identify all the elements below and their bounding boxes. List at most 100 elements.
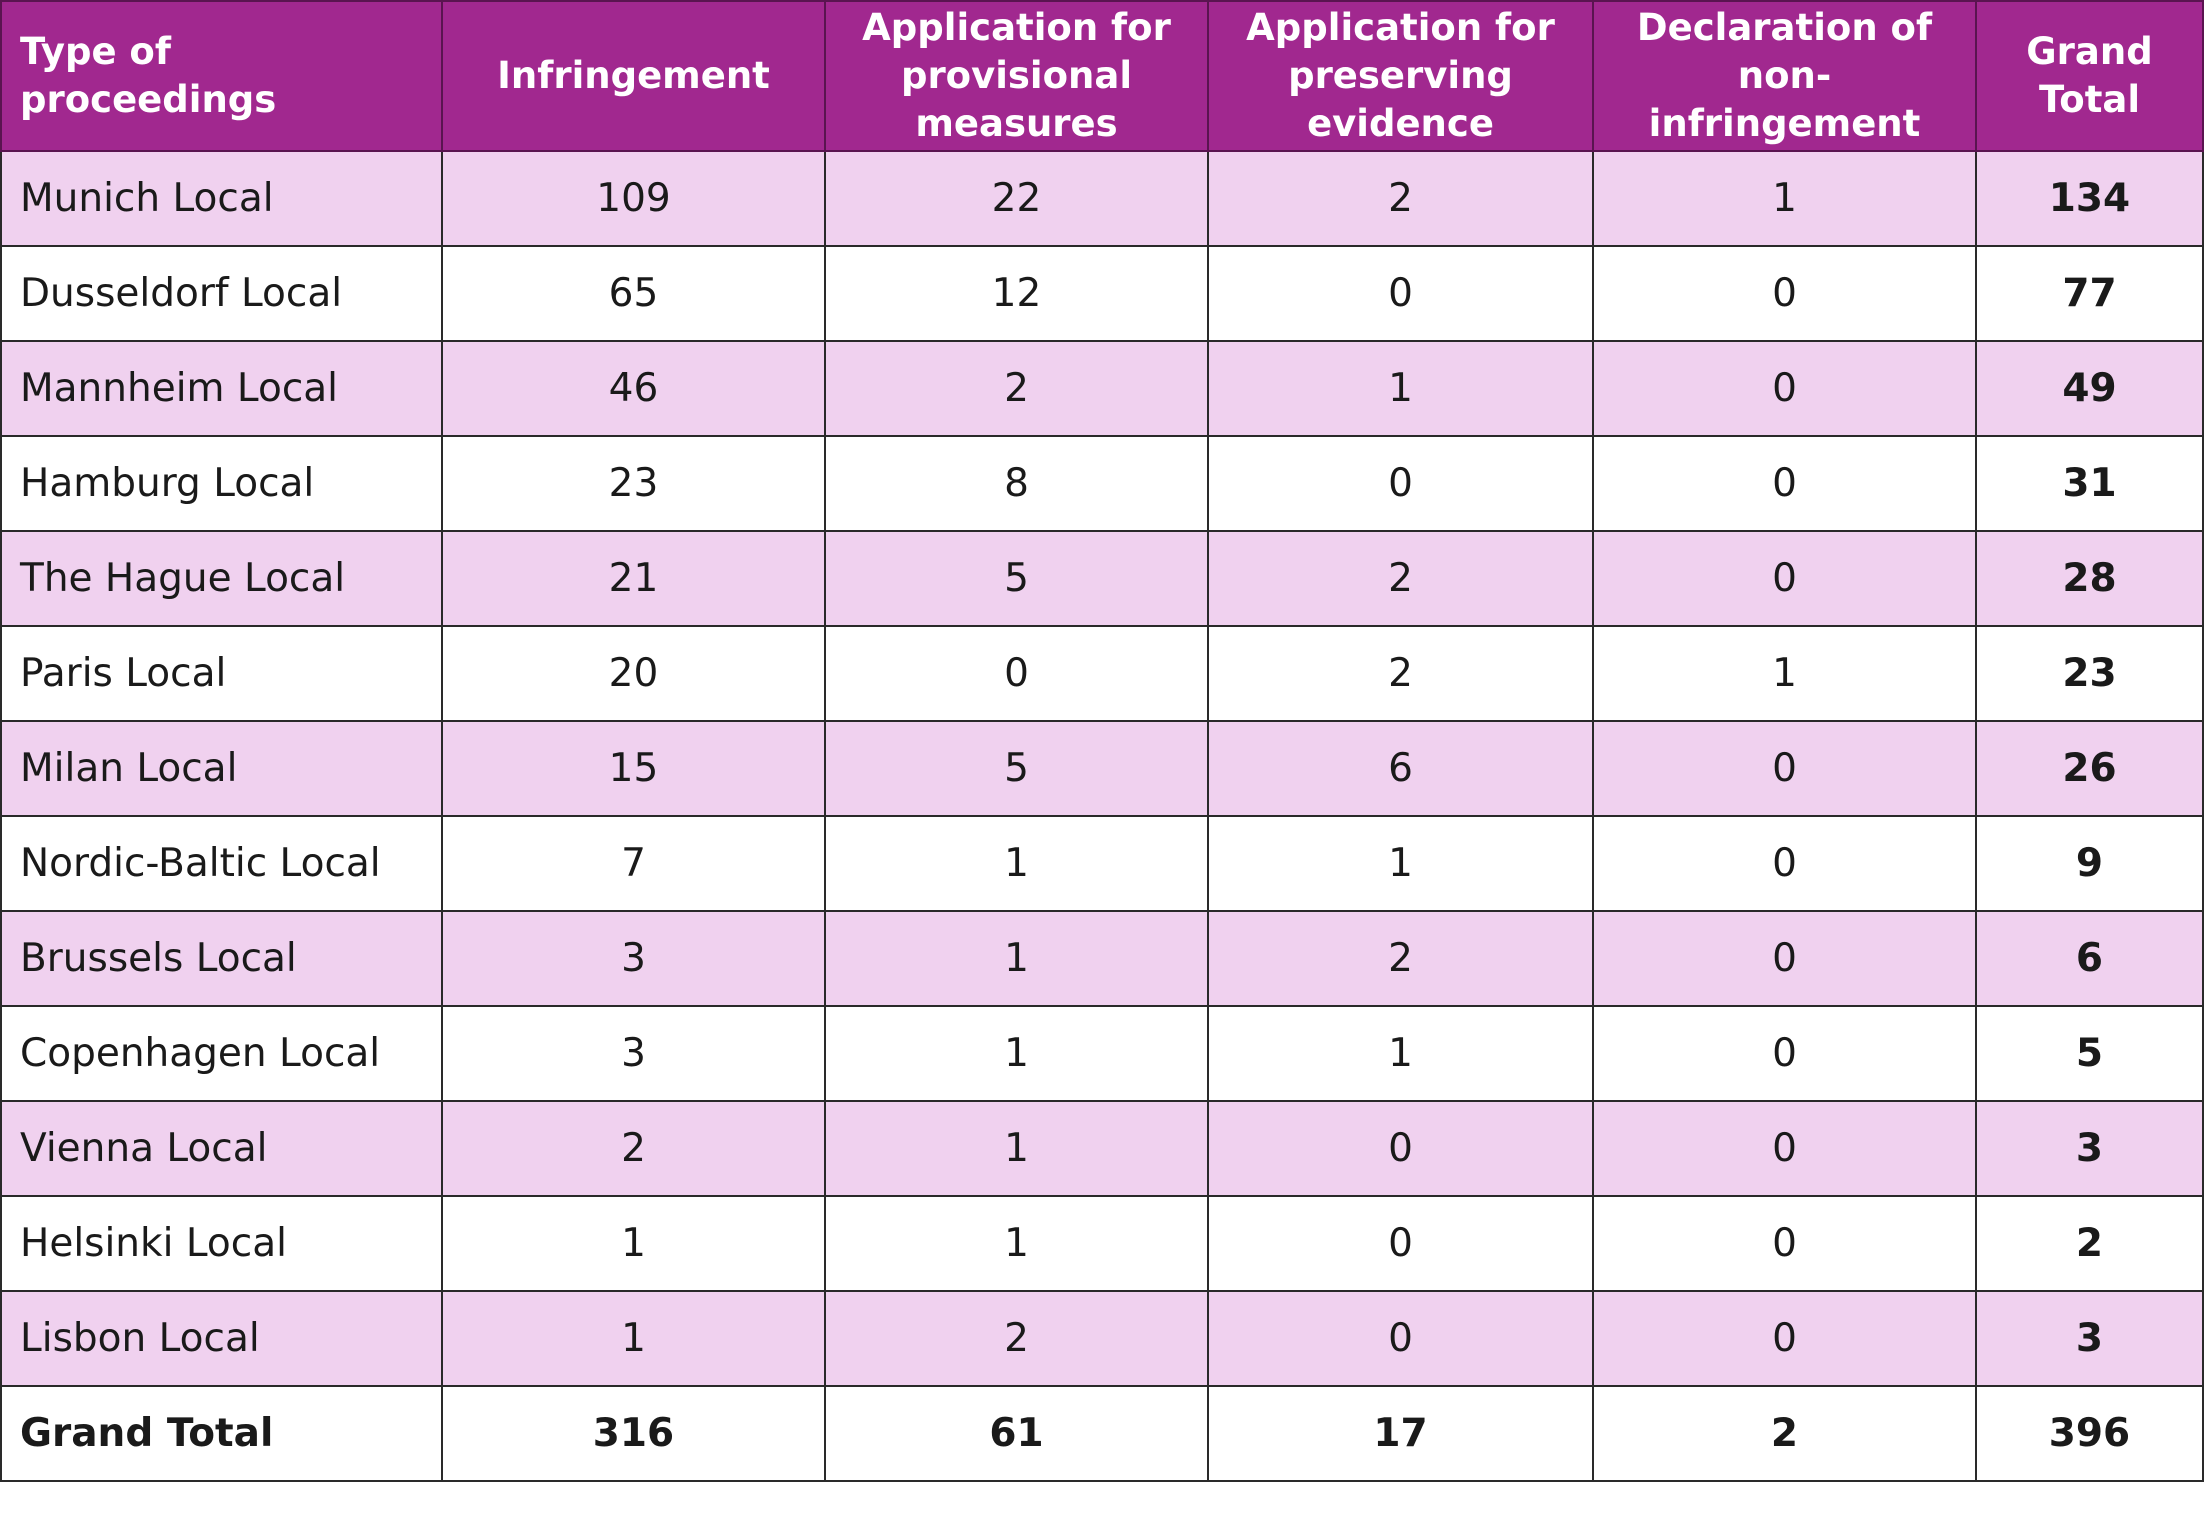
cell: 0 [1593,911,1976,1006]
row-label: The Hague Local [1,531,442,626]
table-row: Milan Local1556026 [1,721,2203,816]
cell: 2 [825,341,1208,436]
total-row: Grand Total31661172396 [1,1386,2203,1481]
cell: 12 [825,246,1208,341]
cell: 1 [825,1196,1208,1291]
table-row: Helsinki Local11002 [1,1196,2203,1291]
row-label: Nordic-Baltic Local [1,816,442,911]
cell: 49 [1976,341,2203,436]
cell: 23 [442,436,825,531]
cell: 3 [442,1006,825,1101]
cell: 20 [442,626,825,721]
header-cell: Application for preserving evidence [1208,1,1593,151]
cell: 21 [442,531,825,626]
cell: 0 [1208,246,1593,341]
row-label: Copenhagen Local [1,1006,442,1101]
row-label: Milan Local [1,721,442,816]
cell: 5 [825,721,1208,816]
cell: 3 [1976,1101,2203,1196]
header-cell: Infringement [442,1,825,151]
row-label: Dusseldorf Local [1,246,442,341]
cell: 0 [1593,816,1976,911]
cell: 7 [442,816,825,911]
cell: 2 [1208,911,1593,1006]
cell: 0 [1208,1101,1593,1196]
header-cell: Type of proceedings [1,1,442,151]
cell: 1 [1208,1006,1593,1101]
cell: 0 [1208,1291,1593,1386]
row-label: Lisbon Local [1,1291,442,1386]
cell: 134 [1976,151,2203,246]
cell: 46 [442,341,825,436]
row-label: Mannheim Local [1,341,442,436]
cell: 0 [1593,721,1976,816]
cell: 6 [1208,721,1593,816]
cell: 1 [825,1006,1208,1101]
table-row: Copenhagen Local31105 [1,1006,2203,1101]
total-cell: 396 [1976,1386,2203,1481]
cell: 0 [1593,246,1976,341]
cell: 1 [442,1196,825,1291]
cell: 0 [1593,1196,1976,1291]
cell: 23 [1976,626,2203,721]
total-cell: 2 [1593,1386,1976,1481]
cell: 1 [1208,816,1593,911]
cell: 0 [1593,436,1976,531]
table-row: Lisbon Local12003 [1,1291,2203,1386]
cell: 5 [1976,1006,2203,1101]
total-cell: 61 [825,1386,1208,1481]
row-label: Helsinki Local [1,1196,442,1291]
cell: 2 [1976,1196,2203,1291]
cell: 22 [825,151,1208,246]
cell: 5 [825,531,1208,626]
table-header: Type of proceedingsInfringementApplicati… [1,1,2203,151]
cell: 9 [1976,816,2203,911]
table-row: Vienna Local21003 [1,1101,2203,1196]
total-cell: 17 [1208,1386,1593,1481]
cell: 0 [1593,531,1976,626]
cell: 3 [442,911,825,1006]
header-row: Type of proceedingsInfringementApplicati… [1,1,2203,151]
cell: 0 [1593,1101,1976,1196]
row-label: Hamburg Local [1,436,442,531]
cell: 26 [1976,721,2203,816]
cell: 2 [1208,151,1593,246]
cell: 2 [1208,626,1593,721]
cell: 0 [1208,1196,1593,1291]
cell: 0 [1593,341,1976,436]
cell: 109 [442,151,825,246]
table-row: Mannheim Local4621049 [1,341,2203,436]
header-cell: Application for provisional measures [825,1,1208,151]
table-row: Paris Local2002123 [1,626,2203,721]
cell: 31 [1976,436,2203,531]
cell: 1 [1593,626,1976,721]
cell: 0 [825,626,1208,721]
cell: 2 [442,1101,825,1196]
cell: 28 [1976,531,2203,626]
total-label: Grand Total [1,1386,442,1481]
cell: 1 [825,1101,1208,1196]
cell: 2 [825,1291,1208,1386]
cell: 1 [1208,341,1593,436]
header-cell: Declaration of non-infringement [1593,1,1976,151]
row-label: Brussels Local [1,911,442,1006]
cell: 2 [1208,531,1593,626]
header-cell: Grand Total [1976,1,2203,151]
table-row: Munich Local1092221134 [1,151,2203,246]
table-row: Hamburg Local2380031 [1,436,2203,531]
cell: 0 [1593,1006,1976,1101]
cell: 1 [825,816,1208,911]
cell: 6 [1976,911,2203,1006]
cell: 0 [1593,1291,1976,1386]
total-cell: 316 [442,1386,825,1481]
proceedings-table: Type of proceedingsInfringementApplicati… [0,0,2204,1482]
table-row: Dusseldorf Local65120077 [1,246,2203,341]
row-label: Munich Local [1,151,442,246]
cell: 15 [442,721,825,816]
row-label: Paris Local [1,626,442,721]
cell: 1 [825,911,1208,1006]
row-label: Vienna Local [1,1101,442,1196]
cell: 65 [442,246,825,341]
cell: 0 [1208,436,1593,531]
